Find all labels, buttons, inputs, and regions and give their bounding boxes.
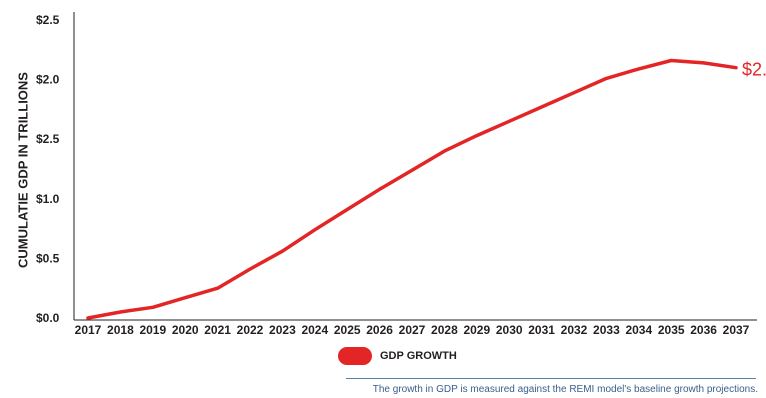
x-tick-label: 2023 [269, 323, 296, 337]
x-tick-label: 2035 [658, 323, 685, 337]
y-tick-label: $2.5 [36, 132, 60, 146]
x-tick-label: 2029 [463, 323, 490, 337]
x-tick-label: 2037 [723, 323, 750, 337]
x-tick-label: 2024 [301, 323, 328, 337]
x-tick-label: 2034 [625, 323, 652, 337]
y-axis-title: CUMULATIE GDP IN TRILLIONS [15, 72, 30, 268]
x-tick-label: 2020 [172, 323, 199, 337]
x-tick-label: 2033 [593, 323, 620, 337]
legend-swatch [338, 347, 372, 365]
y-tick-label: $0.0 [36, 311, 60, 325]
x-tick-label: 2019 [139, 323, 166, 337]
x-tick-label: 2036 [690, 323, 717, 337]
x-tick-label: 2026 [366, 323, 393, 337]
note-divider [346, 378, 756, 379]
x-tick-label: 2028 [431, 323, 458, 337]
x-tick-label: 2021 [204, 323, 231, 337]
gdp-growth-line [86, 58, 738, 320]
legend: GDP GROWTH [338, 347, 457, 365]
x-tick-label: 2030 [496, 323, 523, 337]
end-value-label: $2.1 [742, 60, 766, 80]
y-tick-label: $0.5 [36, 251, 60, 265]
x-tick-label: 2017 [75, 323, 102, 337]
x-tick-label: 2031 [528, 323, 555, 337]
y-tick-label: $2.0 [36, 73, 60, 87]
legend-label: GDP GROWTH [380, 350, 457, 362]
x-tick-label: 2022 [237, 323, 264, 337]
footnote: The growth in GDP is measured against th… [372, 384, 758, 395]
y-tick-label: $2.5 [36, 13, 60, 27]
x-tick-label: 2018 [107, 323, 134, 337]
y-tick-label: $1.0 [36, 192, 60, 206]
gdp-line-chart: CUMULATIE GDP IN TRILLIONS $0.0 $0.5 $1.0 $… [15, 12, 766, 337]
x-tick-label: 2027 [399, 323, 426, 337]
x-tick-label: 2025 [334, 323, 361, 337]
x-tick-label: 2032 [561, 323, 588, 337]
